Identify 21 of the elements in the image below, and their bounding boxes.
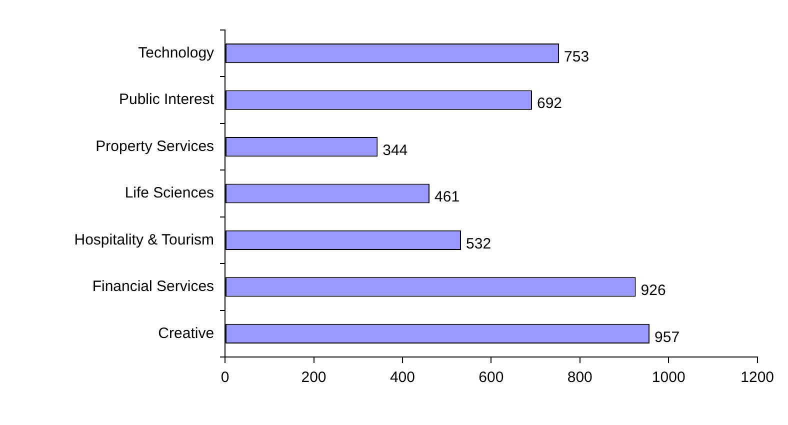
y-tick-label: Property Services: [96, 138, 214, 155]
data-label: 926: [640, 282, 666, 300]
data-label: 344: [382, 142, 408, 159]
x-tick-label: 200: [301, 369, 326, 386]
x-tick-label: 800: [567, 369, 592, 386]
data-label: 753: [564, 48, 590, 66]
y-tick-label: Creative: [158, 324, 214, 342]
data-label: 957: [654, 328, 680, 346]
x-tick-label: 0: [220, 369, 230, 386]
x-tick-label: 1000: [652, 369, 686, 386]
data-label: 461: [434, 188, 460, 206]
data-label: 532: [466, 235, 492, 252]
y-tick-label: Technology: [138, 44, 215, 62]
y-tick-label: Public Interest: [118, 91, 215, 108]
y-tick-label: Life Sciences: [124, 184, 214, 202]
y-tick-label: Hospitality & Tourism: [74, 231, 214, 248]
x-tick-label: 600: [478, 369, 504, 386]
x-tick-label: 1200: [740, 369, 774, 386]
x-tick-label: 400: [390, 369, 415, 386]
y-tick-label: Financial Services: [92, 278, 214, 296]
data-label: 692: [536, 95, 562, 112]
